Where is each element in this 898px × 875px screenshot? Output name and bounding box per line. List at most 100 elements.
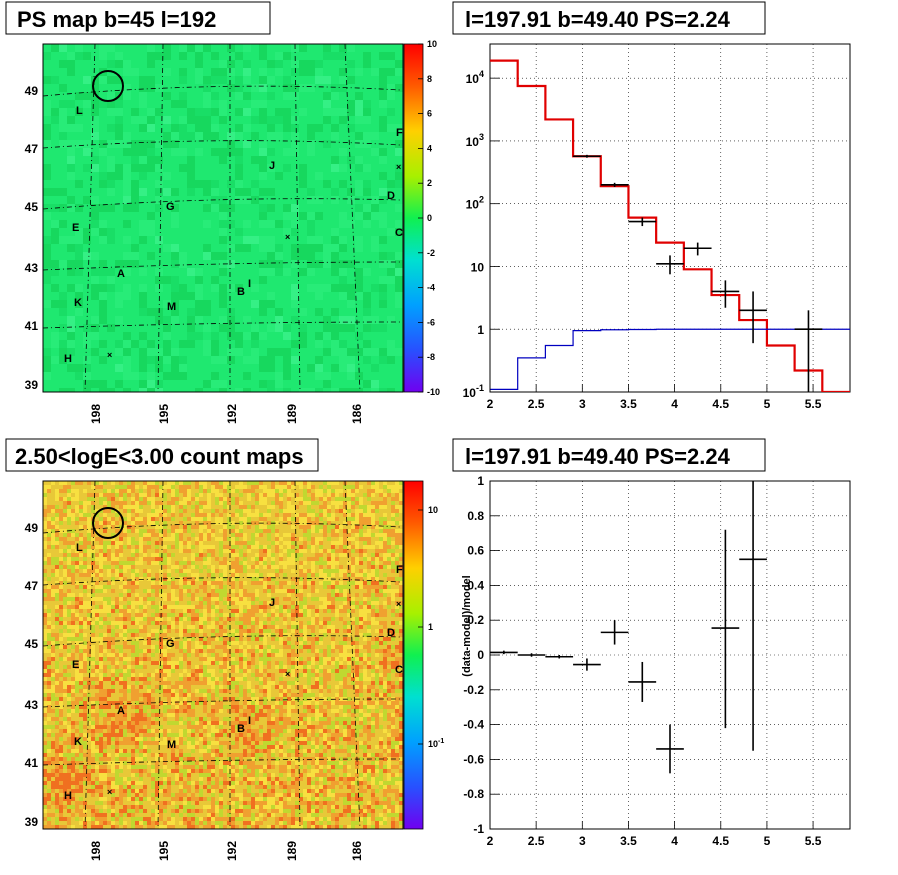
map-pixel [95,609,99,613]
map-pixel [371,220,379,228]
map-pixel [123,669,127,673]
map-pixel [47,773,51,777]
map-pixel [83,156,91,164]
map-pixel [171,653,175,657]
map-pixel [75,745,79,749]
map-pixel [163,300,171,308]
map-pixel [51,364,59,372]
map-pixel [115,60,123,68]
map-pixel [139,268,147,276]
map-pixel [75,641,79,645]
map-pixel [123,705,127,709]
map-pixel [163,372,171,380]
map-pixel [91,609,95,613]
map-pixel [51,380,59,388]
map-pixel [171,316,179,324]
map-pixel [79,533,83,537]
map-pixel [123,196,131,204]
map-pixel [291,276,299,284]
map-pixel [71,593,75,597]
map-pixel [107,557,111,561]
map-pixel [87,709,91,713]
map-pixel [103,609,107,613]
map-pixel [143,525,147,529]
map-pixel [387,100,395,108]
map-pixel [243,332,251,340]
map-pixel [51,573,55,577]
map-pixel [171,565,175,569]
map-pixel [227,300,235,308]
map-pixel [87,517,91,521]
map-pixel [275,340,283,348]
map-pixel [139,761,143,765]
map-pixel [91,68,99,76]
map-pixel [167,541,171,545]
map-pixel [291,164,299,172]
map-pixel [235,348,243,356]
map-pixel [315,52,323,60]
map-pixel [187,324,195,332]
map-pixel [83,609,87,613]
map-pixel [195,84,203,92]
map-pixel [167,773,171,777]
map-pixel [315,236,323,244]
map-pixel [111,649,115,653]
map-pixel [95,641,99,645]
map-pixel [99,533,103,537]
map-pixel [139,825,143,829]
map-pixel [143,825,147,829]
map-pixel [315,356,323,364]
map-pixel [163,633,167,637]
map-pixel [67,649,71,653]
map-pixel [387,212,395,220]
map-pixel [115,813,119,817]
map-pixel [143,729,147,733]
map-pixel [363,260,371,268]
map-pixel [299,84,307,92]
map-pixel [111,493,115,497]
map-pixel [139,681,143,685]
map-pixel [331,148,339,156]
map-pixel [99,749,103,753]
map-pixel [331,220,339,228]
map-pixel [139,356,147,364]
map-pixel [135,581,139,585]
map-pixel [143,661,147,665]
map-pixel [91,809,95,813]
map-pixel [143,657,147,661]
map-pixel [371,132,379,140]
map-pixel [79,789,83,793]
map-pixel [179,324,187,332]
map-pixel [75,204,83,212]
map-pixel [143,669,147,673]
map-pixel [79,745,83,749]
map-pixel [63,585,67,589]
map-pixel [83,809,87,813]
map-pixel [87,729,91,733]
map-pixel [71,769,75,773]
map-pixel [83,284,91,292]
map-pixel [331,84,339,92]
map-pixel [171,793,175,797]
map-pixel [111,753,115,757]
map-pixel [131,497,135,501]
map-pixel [167,745,171,749]
map-pixel [171,228,179,236]
map-pixel [59,817,63,821]
map-pixel [95,517,99,521]
map-pixel [379,60,387,68]
map-pixel [67,537,71,541]
map-pixel [139,569,143,573]
map-pixel [47,733,51,737]
map-pixel [363,52,371,60]
map-pixel [71,773,75,777]
source-label: F [396,127,403,139]
map-pixel [51,132,59,140]
map-pixel [43,601,47,605]
map-pixel [371,228,379,236]
map-pixel [43,116,51,124]
map-pixel [71,637,75,641]
map-pixel [127,725,131,729]
map-pixel [115,585,119,589]
map-pixel [259,356,267,364]
